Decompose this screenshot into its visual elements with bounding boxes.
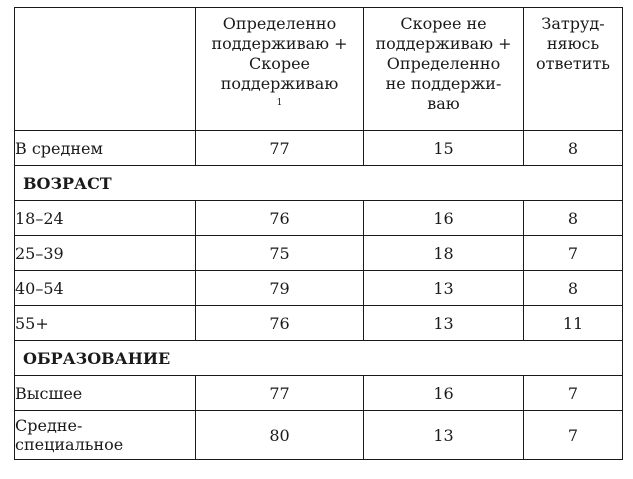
table-row: В среднем 77 15 8	[14, 130, 623, 166]
section-header-row: ВОЗРАСТ	[14, 165, 623, 201]
row-label: 18–24	[15, 208, 64, 228]
header-cell-support: Определенно поддерживаю + Скорее поддерж…	[195, 7, 364, 131]
table-header-row: Определенно поддерживаю + Скорее поддерж…	[14, 7, 623, 131]
header-cell-oppose: Скорее не поддерживаю + Определенно не п…	[363, 7, 524, 131]
value-oppose: 16	[363, 200, 524, 236]
row-label-cell: Средне- специальное	[14, 410, 196, 460]
table-row: Средне- специальное 80 13 7	[14, 410, 623, 460]
table-row: 40–54 79 13 8	[14, 270, 623, 306]
row-label: Средне- специальное	[15, 416, 124, 454]
section-header-row: ОБРАЗОВАНИЕ	[14, 340, 623, 376]
value-undecided: 8	[523, 130, 623, 166]
row-label-cell: Высшее	[14, 375, 196, 411]
footnote-marker: 1	[276, 98, 283, 108]
value-support: 79	[195, 270, 364, 306]
value-undecided: 8	[523, 270, 623, 306]
section-label: ВОЗРАСТ	[14, 165, 623, 201]
row-label: 25–39	[15, 243, 64, 263]
value-oppose: 15	[363, 130, 524, 166]
value-oppose: 13	[363, 410, 524, 460]
table-row: 25–39 75 18 7	[14, 235, 623, 271]
value-support: 80	[195, 410, 364, 460]
row-label: Высшее	[15, 383, 83, 403]
value-support: 75	[195, 235, 364, 271]
value-undecided: 11	[523, 305, 623, 341]
value-undecided: 7	[523, 410, 623, 460]
header-cell-empty	[14, 7, 196, 131]
row-label-cell: 25–39	[14, 235, 196, 271]
value-support: 77	[195, 375, 364, 411]
value-undecided: 7	[523, 375, 623, 411]
value-support: 76	[195, 305, 364, 341]
value-support: 76	[195, 200, 364, 236]
row-label: В среднем	[15, 138, 103, 158]
row-label-cell: В среднем	[14, 130, 196, 166]
value-undecided: 8	[523, 200, 623, 236]
row-label: 55+	[15, 313, 49, 333]
header-undecided-text: Затруд- няюсь ответить	[535, 14, 611, 73]
row-label-cell: 55+	[14, 305, 196, 341]
header-cell-undecided: Затруд- няюсь ответить	[523, 7, 623, 131]
table-body: В среднем 77 15 8 ВОЗРАСТ 18–24 76 16 8 25–39 75 18…	[14, 130, 623, 460]
header-oppose-text: Скорее не поддерживаю + Определенно не п…	[375, 14, 512, 113]
value-oppose: 16	[363, 375, 524, 411]
value-oppose: 13	[363, 305, 524, 341]
row-label-cell: 18–24	[14, 200, 196, 236]
survey-table: Определенно поддерживаю + Скорее поддерж…	[14, 7, 623, 460]
value-support: 77	[195, 130, 364, 166]
table-row: Высшее 77 16 7	[14, 375, 623, 411]
table-row: 18–24 76 16 8	[14, 200, 623, 236]
row-label: 40–54	[15, 278, 64, 298]
header-support-text: Определенно поддерживаю + Скорее поддерж…	[211, 14, 348, 93]
value-oppose: 13	[363, 270, 524, 306]
section-label: ОБРАЗОВАНИЕ	[14, 340, 623, 376]
table-row: 55+ 76 13 11	[14, 305, 623, 341]
value-oppose: 18	[363, 235, 524, 271]
row-label-cell: 40–54	[14, 270, 196, 306]
value-undecided: 7	[523, 235, 623, 271]
